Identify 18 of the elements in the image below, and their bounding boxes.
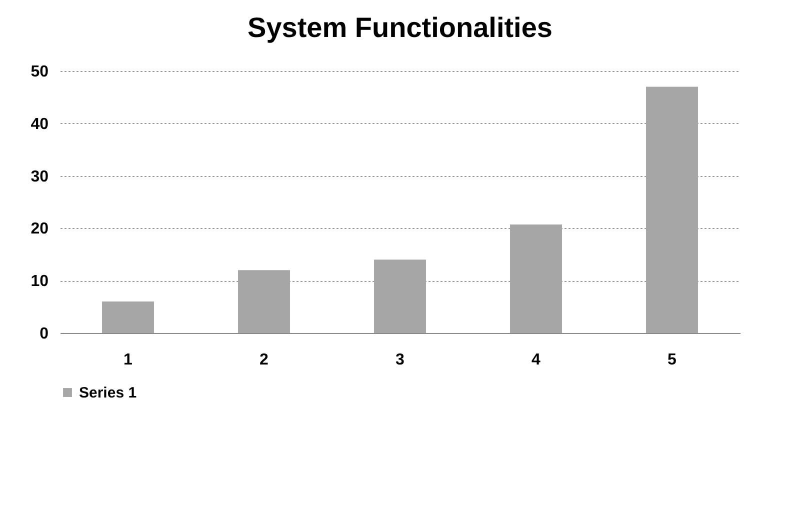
- y-tick-label: 10: [30, 273, 49, 290]
- y-tick-label: 50: [30, 64, 49, 80]
- bar: [102, 302, 154, 333]
- chart-title: System Functionalities: [248, 12, 552, 43]
- bar: [510, 224, 562, 333]
- x-tick-label: 5: [668, 352, 677, 368]
- x-tick-label: 2: [260, 352, 269, 368]
- x-tick-label: 1: [124, 352, 133, 368]
- bar: [374, 260, 426, 333]
- y-tick-label: 20: [30, 220, 49, 238]
- y-tick-label: 40: [30, 116, 49, 133]
- x-tick-label: 4: [532, 352, 541, 368]
- bar: [238, 270, 290, 333]
- y-tick-label: 0: [40, 326, 49, 342]
- bar: [646, 86, 698, 333]
- y-tick-label: 30: [30, 168, 49, 186]
- x-tick-label: 3: [396, 352, 405, 368]
- legend-label: Series 1: [79, 384, 137, 402]
